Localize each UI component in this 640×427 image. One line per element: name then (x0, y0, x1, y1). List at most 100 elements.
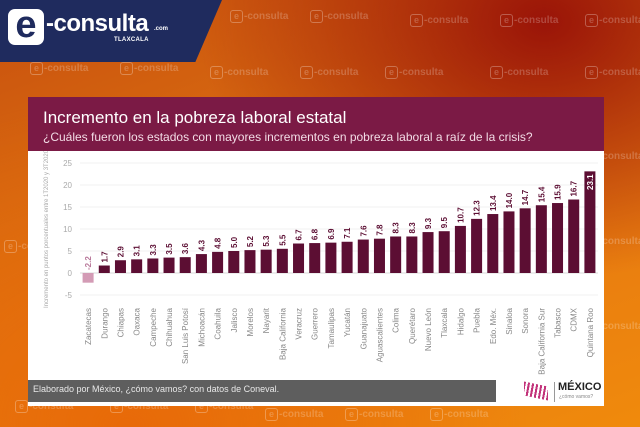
e-logo-icon: e (310, 10, 323, 23)
watermark-text: -consulta (599, 151, 640, 162)
chart-title: Incremento en la pobreza laboral estatal (43, 108, 347, 127)
bar (471, 218, 483, 273)
data-label: 4.3 (197, 239, 206, 251)
data-label: 1.7 (100, 251, 109, 263)
bar (244, 250, 256, 273)
data-label: 5.0 (230, 236, 239, 248)
watermark-logo: e-consulta (30, 62, 88, 75)
data-label: 8.3 (408, 222, 417, 234)
x-tick-label: Michoacán (197, 308, 206, 347)
x-tick-label: Nuevo León (424, 308, 433, 351)
watermark-text: -consulta (29, 401, 74, 412)
e-logo-icon: e (430, 408, 443, 421)
watermark-logo: e-consulta (585, 14, 640, 27)
x-tick-label: Puebla (473, 307, 482, 332)
bar (228, 251, 240, 273)
x-tick-label: Guerrero (311, 307, 320, 340)
e-logo-icon: e (265, 408, 278, 421)
watermark-text: -consulta (244, 11, 289, 22)
bar (584, 171, 596, 273)
x-tick-label: Tabasco (554, 307, 563, 337)
watermark-logo: e-consulta (430, 408, 488, 421)
y-tick-label: 0 (68, 269, 73, 278)
x-tick-label: Veracruz (295, 308, 304, 340)
x-tick-label: Sinaloa (505, 307, 514, 334)
x-tick-label: Querétaro (408, 307, 417, 344)
watermark-text: -consulta (134, 63, 179, 74)
watermark-text: -consulta (324, 11, 369, 22)
x-tick-label: Chihuahua (165, 307, 174, 346)
data-label: 7.6 (359, 225, 368, 237)
data-label: 5.3 (262, 235, 271, 247)
brand-banner[interactable]: e -consulta .com TLAXCALA (0, 0, 222, 62)
bar (357, 239, 369, 273)
watermark-text: -consulta (514, 15, 559, 26)
watermark-text: -consulta (444, 409, 489, 420)
watermark-logo: e-consulta (490, 66, 548, 79)
x-tick-label: Colima (392, 307, 401, 332)
bars (82, 171, 596, 283)
y-tick-label: 25 (63, 159, 72, 168)
x-tick-label: Tlaxcala (440, 307, 449, 337)
watermark-logo: e-consulta (500, 14, 558, 27)
bar (276, 248, 288, 273)
bar (131, 259, 143, 273)
chart-card: Incremento en la pobreza laboral estatal… (28, 97, 604, 406)
watermark-text: -consulta (279, 409, 324, 420)
data-label: 7.1 (343, 227, 352, 239)
x-tick-label: Yucatán (343, 308, 352, 337)
brand-domain: .com (154, 26, 169, 32)
data-label: 9.3 (424, 217, 433, 229)
x-tick-label: Baja California (278, 307, 287, 360)
data-label: 2.9 (116, 246, 125, 258)
x-tick-label: Hidalgo (456, 307, 465, 335)
e-logo-icon: e (8, 6, 44, 45)
x-tick-label: Oaxaca (133, 307, 142, 335)
bar (163, 257, 175, 273)
bar (293, 243, 305, 273)
y-tick-label: 5 (68, 247, 73, 256)
watermark-logo: e-consulta (300, 66, 358, 79)
bar (309, 243, 321, 273)
data-label: 3.6 (181, 242, 190, 254)
data-label: 23.1 (586, 174, 595, 190)
data-label: 4.8 (214, 237, 223, 249)
e-logo-icon: e (345, 408, 358, 421)
watermark-text: -consulta (209, 401, 254, 412)
y-tick-label: 10 (63, 225, 72, 234)
watermark-text: -consulta (599, 15, 640, 26)
x-tick-label: Edo. Méx. (489, 308, 498, 344)
y-tick-label: 20 (63, 181, 72, 190)
bar (503, 211, 515, 273)
logo-divider (554, 382, 555, 402)
x-tick-label: Sonora (521, 307, 530, 333)
watermark-logo: e-consulta (585, 66, 640, 79)
watermark-logo: e-consulta (385, 66, 443, 79)
watermark-text: -consulta (599, 321, 640, 332)
data-label: 10.7 (456, 207, 465, 223)
watermark-text: -consulta (359, 409, 404, 420)
data-label: 15.9 (554, 184, 563, 200)
bar (519, 208, 531, 273)
x-tick-label: CDMX (570, 307, 579, 331)
data-labels: -2.2 1.7 2.9 3.1 3.3 3.5 3.6 4.3 4.8 5.0 5.2 5.3 5.5… (84, 174, 595, 270)
x-axis-ticks: Zacatecas Durango Chiapas Oaxaca Campeche Chi… (84, 307, 595, 374)
e-logo-icon: e (210, 66, 223, 79)
e-logo-icon: e (410, 14, 423, 27)
bar (535, 205, 547, 273)
data-label: -2.2 (84, 256, 93, 270)
bar (406, 236, 418, 273)
bar (212, 251, 224, 273)
watermark-text: -consulta (124, 401, 169, 412)
data-label: 7.8 (375, 224, 384, 236)
brand-name: -consulta (46, 10, 149, 37)
data-label: 9.5 (440, 217, 449, 229)
watermark-logo: e-consulta (310, 10, 368, 23)
bar (179, 257, 191, 273)
watermark-logo: e-consulta (120, 62, 178, 75)
x-tick-label: Quintana Roo (586, 307, 595, 357)
bar (341, 241, 353, 273)
x-tick-label: Morelos (246, 308, 255, 336)
data-label: 14.0 (505, 192, 514, 208)
data-label: 3.1 (133, 245, 142, 257)
